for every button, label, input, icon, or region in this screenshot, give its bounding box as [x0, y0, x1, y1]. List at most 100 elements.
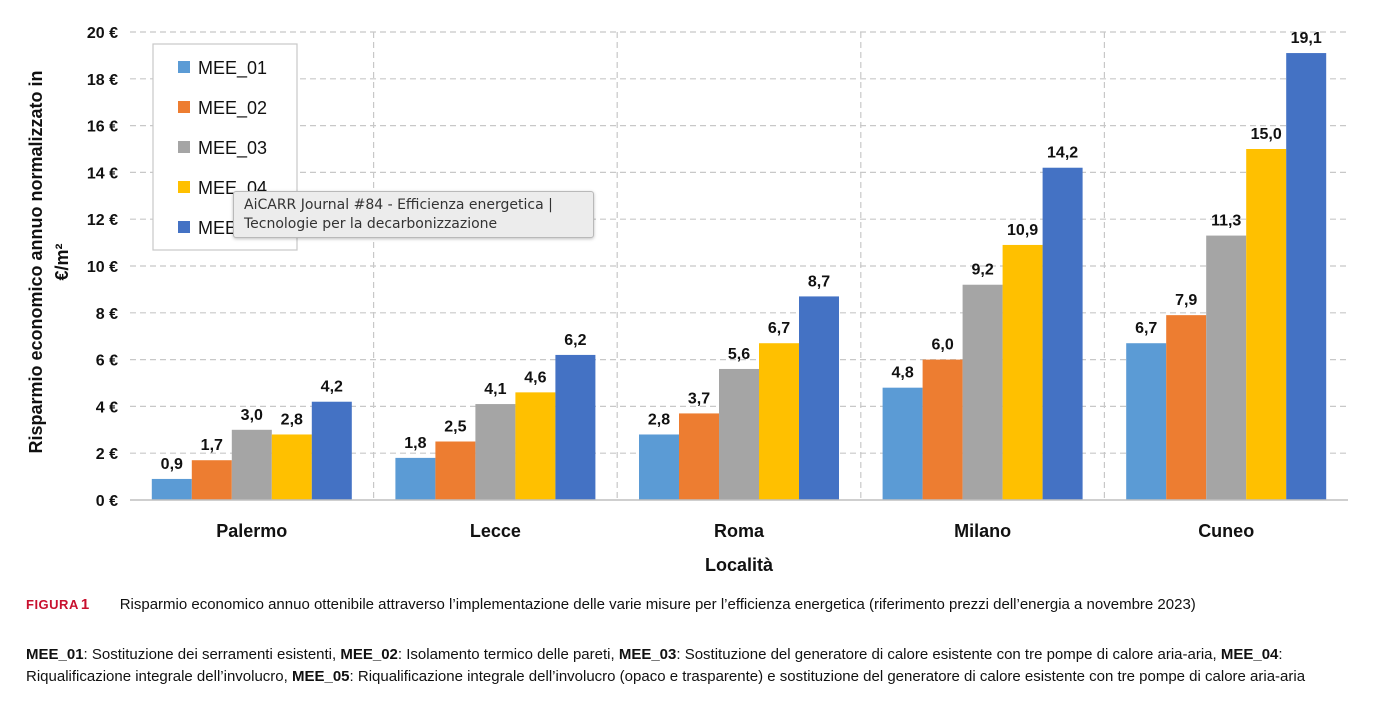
- bar-mee_01-cuneo: [1126, 343, 1167, 500]
- y-axis-title-line2: €/m²: [52, 243, 72, 280]
- y-tick-label: 10 €: [87, 259, 118, 276]
- y-tick-label: 20 €: [87, 25, 118, 42]
- bar-value-label: 4,2: [321, 379, 343, 396]
- bar-mee_04-roma: [759, 343, 799, 500]
- legend-swatch: [178, 141, 190, 153]
- figure-word: FIGURA: [26, 597, 79, 612]
- bar-mee_02-cuneo: [1166, 315, 1207, 500]
- y-tick-label: 2 €: [96, 446, 118, 463]
- tooltip-line1: AiCARR Journal #84 - Efficienza energeti…: [244, 197, 553, 213]
- legend-label: MEE_01: [198, 58, 267, 79]
- y-tick-label: 16 €: [87, 119, 118, 136]
- bar-value-label: 4,6: [524, 369, 546, 386]
- bar-value-label: 3,0: [241, 407, 263, 424]
- x-axis-title: Località: [705, 555, 774, 575]
- bar-mee_03-palermo: [231, 429, 272, 500]
- bar-mee_02-roma: [679, 413, 719, 500]
- bar-mee_01-roma: [639, 434, 679, 500]
- bar-mee_02-milano: [922, 359, 963, 500]
- tooltip-line2: Tecnologie per la decarbonizzazione: [244, 216, 498, 232]
- bar-value-label: 6,7: [1135, 320, 1157, 337]
- x-tick-label: Milano: [954, 521, 1011, 541]
- bar-mee_03-milano: [962, 284, 1003, 500]
- bar-value-label: 15,0: [1251, 126, 1282, 143]
- legend-label: MEE_02: [198, 98, 267, 119]
- bar-mee_03-roma: [719, 368, 759, 500]
- measure-code: MEE_04: [1220, 646, 1279, 663]
- bar-value-label: 9,2: [971, 262, 993, 279]
- legend-label: MEE_03: [198, 138, 267, 159]
- measure-code: MEE_05: [291, 668, 350, 685]
- y-tick-label: 14 €: [87, 165, 118, 182]
- figure-number: 1: [80, 596, 90, 613]
- bar-value-labels: 0,9 1,7 3,0 2,8 4,2 1,8 2,5 4,1 4,6 6,2 2,8 3,7 5,6 6…: [161, 30, 1322, 473]
- legend-swatch: [178, 61, 190, 73]
- bar-value-label: 7,9: [1175, 292, 1197, 309]
- legend-swatch: [178, 221, 190, 233]
- bar-mee_04-palermo: [271, 434, 312, 500]
- bar-value-label: 8,7: [808, 273, 830, 290]
- bar-value-label: 4,8: [891, 365, 913, 382]
- bar-value-label: 14,2: [1047, 145, 1078, 162]
- x-axis: Palermo Lecce Roma Milano Cuneo: [130, 499, 1348, 541]
- bar-value-label: 2,8: [281, 411, 303, 428]
- y-tick-label: 8 €: [96, 306, 118, 323]
- y-tick-label: 0 €: [96, 493, 118, 510]
- legend-swatch: [178, 101, 190, 113]
- bar-value-label: 3,7: [688, 390, 710, 407]
- bar-mee_04-lecce: [515, 392, 556, 500]
- figure-label: FIGURA 1: [26, 596, 90, 613]
- bar-value-label: 6,0: [931, 337, 953, 354]
- measure-code: MEE_01: [26, 646, 84, 663]
- bar-value-label: 6,2: [564, 332, 586, 349]
- y-axis: 0 € 2 € 4 € 6 € 8 € 10 € 12 € 14 € 16 € 18 € 20 €: [87, 25, 118, 510]
- measures-description: MEE_01: Sostituzione dei serramenti esis…: [26, 644, 1346, 688]
- y-tick-label: 18 €: [87, 72, 118, 89]
- x-tick-label: Roma: [714, 521, 765, 541]
- bar-mee_05-palermo: [311, 401, 352, 500]
- x-tick-label: Lecce: [470, 521, 521, 541]
- bar-mee_05-cuneo: [1286, 53, 1327, 501]
- bar-mee_05-lecce: [555, 354, 596, 500]
- x-tick-label: Cuneo: [1198, 521, 1254, 541]
- bar-mee_05-roma: [799, 296, 839, 500]
- measure-description: : Riqualificazione integrale dell’involu…: [26, 646, 1283, 685]
- bar-value-label: 11,3: [1211, 213, 1241, 230]
- x-tick-label: Palermo: [216, 521, 287, 541]
- legend-swatch: [178, 181, 190, 193]
- measure-description: : Isolamento termico delle pareti,: [397, 646, 619, 663]
- measure-description: : Sostituzione del generatore di calore …: [676, 646, 1221, 663]
- measure-code: MEE_03: [618, 646, 677, 663]
- y-tick-label: 12 €: [87, 212, 118, 229]
- bar-value-label: 10,9: [1007, 222, 1038, 239]
- bar-mee_02-palermo: [191, 460, 232, 500]
- bar-mee_01-milano: [882, 387, 923, 500]
- figure-caption: FIGURA 1 Risparmio economico annuo ottenib…: [26, 596, 1196, 613]
- bar-value-label: 2,8: [648, 411, 670, 428]
- bar-value-label: 1,7: [201, 437, 223, 454]
- bar-value-label: 4,1: [484, 381, 506, 398]
- bar-value-label: 6,7: [768, 320, 790, 337]
- bar-value-label: 5,6: [728, 346, 750, 363]
- measure-description: : Riqualificazione integrale dell’involu…: [349, 668, 1306, 685]
- bar-mee_04-cuneo: [1246, 149, 1287, 500]
- bar-mee_03-cuneo: [1206, 235, 1247, 500]
- bar-value-label: 2,5: [444, 419, 466, 436]
- bars: [151, 53, 1327, 501]
- bar-mee_02-lecce: [435, 441, 476, 500]
- y-tick-label: 6 €: [96, 353, 118, 370]
- bar-mee_03-lecce: [475, 404, 516, 500]
- bar-mee_04-milano: [1002, 244, 1043, 500]
- bar-value-label: 1,8: [404, 435, 426, 452]
- y-tick-label: 4 €: [96, 399, 118, 416]
- bar-value-label: 0,9: [161, 456, 183, 473]
- tooltip: AiCARR Journal #84 - Efficienza energeti…: [233, 191, 594, 238]
- measure-description: : Sostituzione dei serramenti esistenti,: [83, 646, 341, 663]
- bar-value-label: 19,1: [1291, 30, 1322, 47]
- bar-mee_01-lecce: [395, 457, 436, 500]
- bar-chart: 0 €2 €4 €6 €8 €10 €12 €14 €16 €18 €20 € …: [26, 25, 1348, 575]
- y-axis-title-line1: Risparmio economico annuo normalizzato i…: [26, 70, 46, 453]
- caption-text: Risparmio economico annuo ottenibile att…: [119, 596, 1196, 613]
- bar-mee_01-palermo: [151, 478, 192, 500]
- measure-code: MEE_02: [340, 646, 398, 663]
